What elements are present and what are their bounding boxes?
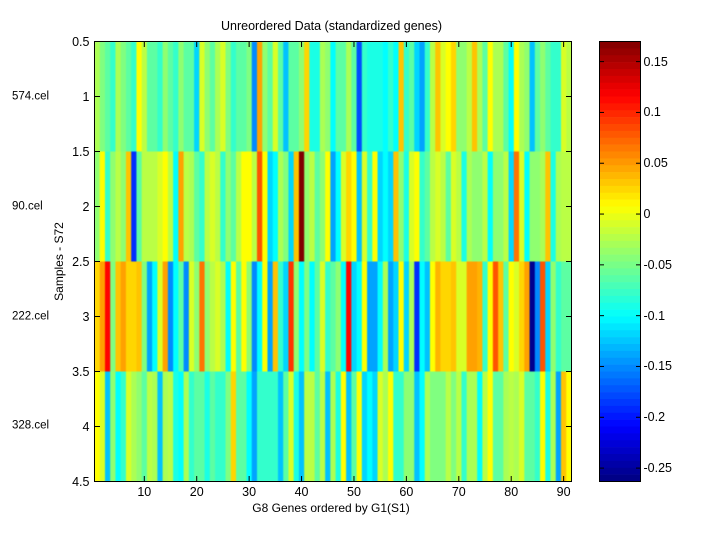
svg-text:Samples - S72: Samples - S72	[52, 222, 66, 301]
